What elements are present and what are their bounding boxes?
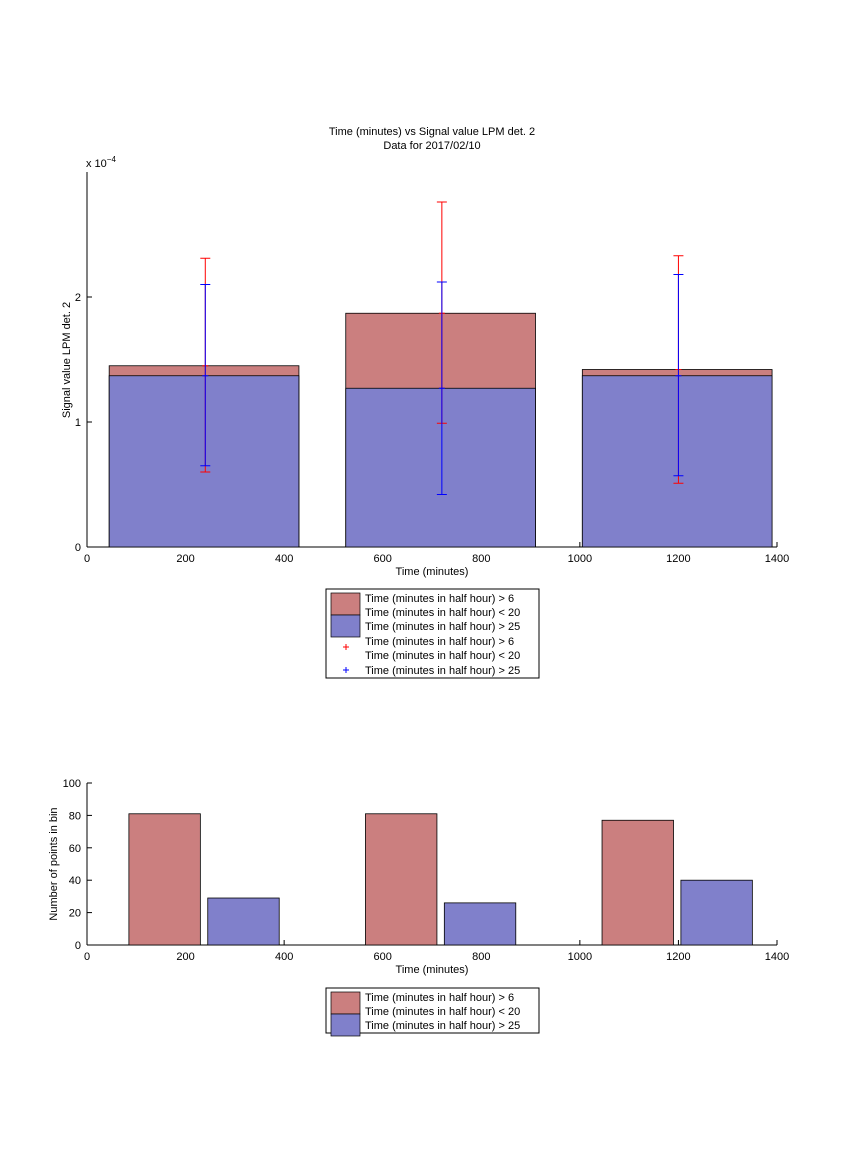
top-x-tick-label: 1400 bbox=[765, 553, 789, 565]
top-legend-label-3: Time (minutes in half hour) > 25 bbox=[365, 621, 520, 633]
y-exponent-power: −4 bbox=[107, 155, 117, 164]
top-x-axis-label: Time (minutes) bbox=[396, 566, 469, 578]
count-bar-series2 bbox=[443, 902, 517, 946]
bottom-x-tick-label: 200 bbox=[176, 951, 194, 963]
top-legend-label-6: Time (minutes in half hour) > 25 bbox=[365, 665, 520, 677]
count-bar-series1 bbox=[128, 813, 201, 946]
chart-title: Time (minutes) vs Signal value LPM det. … bbox=[329, 126, 535, 138]
bottom-y-tick-label: 0 bbox=[75, 940, 81, 952]
top-y-axis-label: Signal value LPM det. 2 bbox=[61, 302, 73, 418]
count-bar-series2 bbox=[680, 879, 753, 946]
top-legend: Time (minutes in half hour) > 6 Time (mi… bbox=[325, 588, 540, 679]
bottom-x-tick-label: 0 bbox=[84, 951, 90, 963]
bottom-x-tick-label: 1000 bbox=[568, 951, 592, 963]
bottom-plot: 0 200 400 600 800 1000 1200 1400 0 20 40 60 80 100 bbox=[63, 778, 790, 963]
chart-subtitle: Data for 2017/02/10 bbox=[383, 140, 480, 152]
bottom-y-axis-label: Number of points in bin bbox=[48, 807, 60, 920]
top-x-tick-label: 200 bbox=[176, 553, 194, 565]
top-legend-box bbox=[325, 588, 540, 679]
top-legend-label-2: Time (minutes in half hour) < 20 bbox=[365, 607, 520, 619]
errorbar-series2 bbox=[436, 281, 447, 495]
bottom-y-tick-label: 20 bbox=[69, 908, 81, 920]
top-x-tick-label: 1000 bbox=[568, 553, 592, 565]
bottom-x-tick-label: 400 bbox=[275, 951, 293, 963]
top-legend-marker-errorbar2 bbox=[343, 667, 349, 673]
bar-series2 bbox=[345, 387, 536, 548]
bottom-legend-label-1: Time (minutes in half hour) > 6 bbox=[365, 992, 514, 1004]
bottom-legend: Time (minutes in half hour) > 6 Time (mi… bbox=[325, 987, 540, 1037]
top-legend-label-5: Time (minutes in half hour) < 20 bbox=[365, 650, 520, 662]
bottom-x-tick-label: 800 bbox=[472, 951, 490, 963]
top-y-tick-label: 2 bbox=[75, 292, 81, 304]
count-bar-series1 bbox=[365, 813, 438, 946]
y-exponent-base: x 10 bbox=[86, 158, 107, 170]
top-legend-marker-errorbar1 bbox=[343, 644, 349, 650]
top-x-tick-label: 0 bbox=[84, 553, 90, 565]
bottom-x-tick-label: 600 bbox=[374, 951, 392, 963]
bottom-x-axis-label: Time (minutes) bbox=[396, 964, 469, 976]
errorbar-series2 bbox=[200, 284, 211, 467]
count-bar-series2 bbox=[207, 897, 280, 946]
top-legend-label-1: Time (minutes in half hour) > 6 bbox=[365, 593, 514, 605]
bottom-legend-label-3: Time (minutes in half hour) > 25 bbox=[365, 1020, 520, 1032]
bar-series2 bbox=[108, 375, 300, 548]
top-legend-label-4: Time (minutes in half hour) > 6 bbox=[365, 636, 514, 648]
bottom-legend-swatch-series2 bbox=[330, 1013, 361, 1037]
top-x-tick-label: 600 bbox=[374, 553, 392, 565]
bottom-legend-label-2: Time (minutes in half hour) < 20 bbox=[365, 1006, 520, 1018]
top-x-tick-label: 400 bbox=[275, 553, 293, 565]
top-plot: 0 200 400 600 800 1000 1200 1400 0 1 2 bbox=[75, 172, 789, 565]
top-x-tick-label: 800 bbox=[472, 553, 490, 565]
top-y-tick-label: 1 bbox=[75, 417, 81, 429]
errorbar-series2 bbox=[673, 274, 684, 477]
bottom-y-tick-label: 80 bbox=[69, 810, 81, 822]
bar-series2 bbox=[581, 375, 773, 548]
y-exponent-label: x 10−4 bbox=[86, 155, 116, 170]
bottom-legend-swatch-series1 bbox=[330, 991, 361, 1015]
count-bar-series1 bbox=[601, 819, 674, 946]
bottom-x-tick-label: 1400 bbox=[765, 951, 789, 963]
bottom-y-tick-label: 40 bbox=[69, 875, 81, 887]
bottom-x-tick-label: 1200 bbox=[666, 951, 690, 963]
top-legend-swatch-series2 bbox=[330, 614, 361, 638]
top-x-tick-label: 1200 bbox=[666, 553, 690, 565]
bottom-legend-box bbox=[325, 987, 540, 1034]
bottom-y-tick-label: 60 bbox=[69, 843, 81, 855]
bottom-y-tick-label: 100 bbox=[63, 778, 81, 790]
top-y-tick-label: 0 bbox=[75, 542, 81, 554]
top-legend-swatch-series1 bbox=[330, 592, 361, 616]
